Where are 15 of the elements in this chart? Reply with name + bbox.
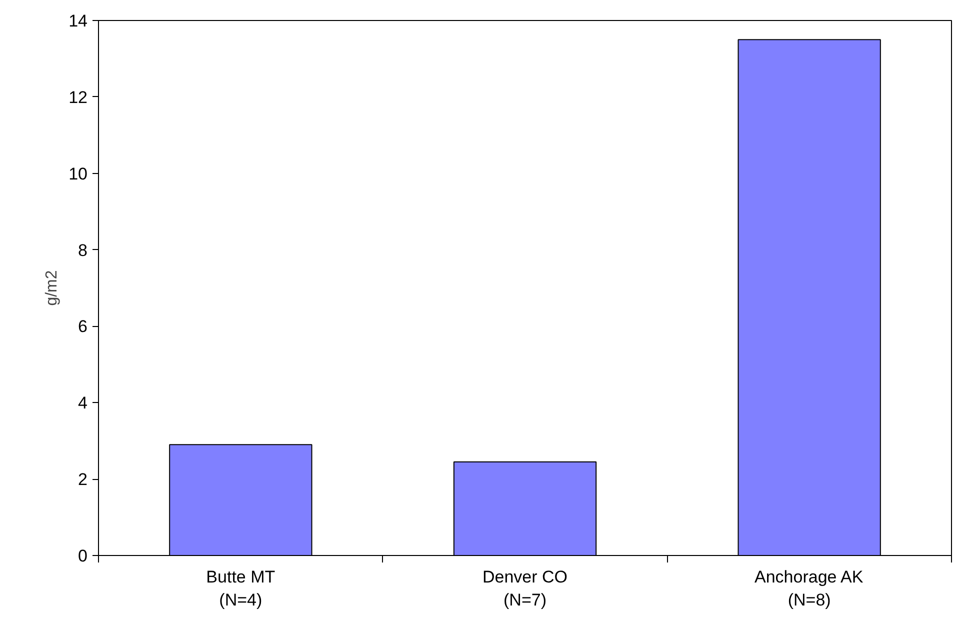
bar — [453, 461, 597, 556]
y-tick-label: 14 — [68, 12, 88, 30]
y-tick-label: 10 — [68, 164, 88, 184]
bar — [169, 444, 312, 556]
y-tick-label: 6 — [78, 317, 88, 336]
x-tick-label: Butte MT (N=4) — [206, 568, 276, 610]
y-tick-label: 8 — [78, 240, 88, 260]
y-tick-label: 0 — [78, 546, 88, 566]
y-tick-label: 2 — [78, 470, 88, 490]
x-tick-label: Denver CO (N=7) — [482, 568, 568, 610]
y-tick-label: 4 — [78, 394, 88, 413]
y-tick-label: 12 — [68, 88, 88, 107]
bar — [738, 39, 881, 556]
y-axis-title: g/m2 — [44, 270, 61, 306]
x-tick-label: Anchorage AK (N=8) — [754, 568, 864, 610]
